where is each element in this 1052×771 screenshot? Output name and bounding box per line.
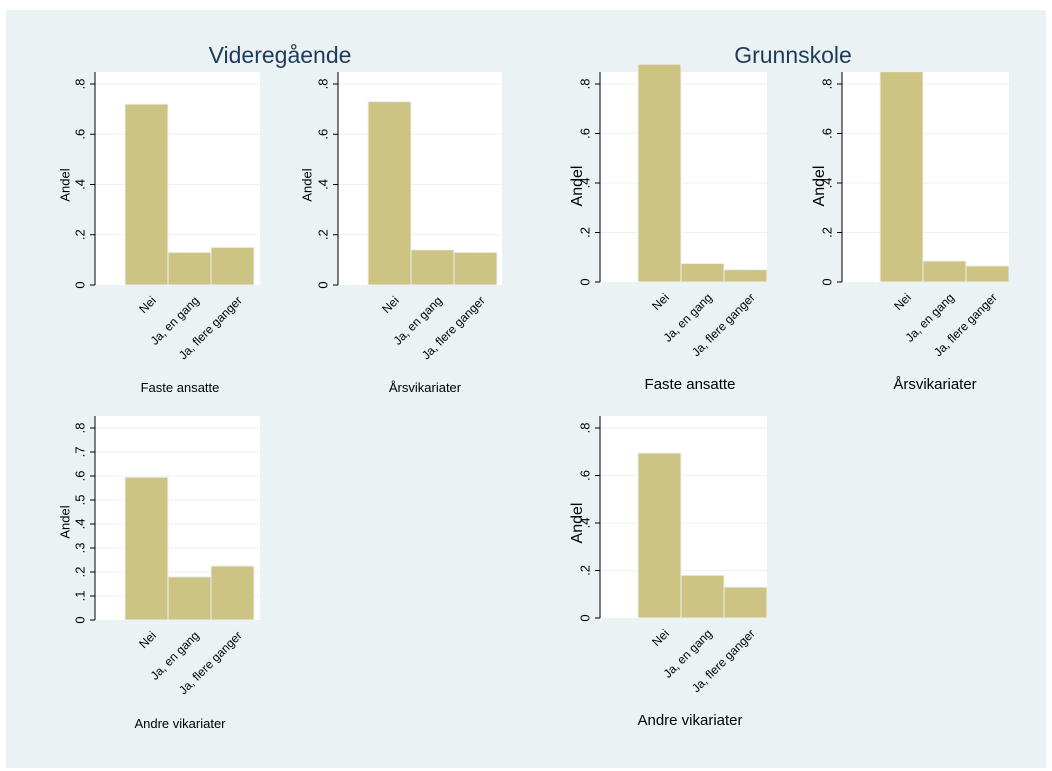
y-tick-label: .8 <box>819 79 834 90</box>
bar <box>680 574 725 619</box>
y-axis-label: Andel <box>57 168 72 201</box>
bar <box>410 249 455 286</box>
y-tick-label: .8 <box>72 423 87 434</box>
y-tick-label: .6 <box>315 129 330 140</box>
y-tick-label: .6 <box>577 128 592 139</box>
y-tick-label: .8 <box>315 79 330 90</box>
y-tick-label: .5 <box>72 495 87 506</box>
y-tick-label: .6 <box>577 470 592 481</box>
y-tick-label: .6 <box>72 471 87 482</box>
bar <box>210 565 255 621</box>
y-axis-label: Andel <box>811 166 828 207</box>
plot-area <box>600 72 767 282</box>
y-tick-label: 0 <box>577 278 592 285</box>
y-tick-label: .4 <box>72 179 87 190</box>
y-tick-label: .2 <box>72 229 87 240</box>
x-axis-label: Årsvikariater <box>389 380 462 395</box>
x-axis-label: Årsvikariater <box>893 376 976 393</box>
y-tick-label: .2 <box>72 567 87 578</box>
category-label: Nei <box>891 290 914 313</box>
bar <box>965 265 1010 283</box>
bar <box>723 586 768 619</box>
y-tick-label: .2 <box>577 565 592 576</box>
y-tick-label: .4 <box>577 518 592 529</box>
group-title-videregaende: Videregående <box>208 42 352 68</box>
y-tick-label: .1 <box>72 591 87 602</box>
category-label: Nei <box>136 293 159 316</box>
bar <box>879 71 924 283</box>
y-tick-label: 0 <box>315 281 330 288</box>
category-label: Nei <box>136 628 159 651</box>
bar <box>453 251 498 286</box>
y-tick-label: .2 <box>577 227 592 238</box>
y-tick-label: .6 <box>72 129 87 140</box>
bar <box>124 476 169 621</box>
x-axis-label: Faste ansatte <box>645 376 736 393</box>
y-axis-label: Andel <box>569 503 586 544</box>
y-tick-label: .8 <box>577 79 592 90</box>
plot-area <box>842 72 1009 282</box>
y-tick-label: .4 <box>577 178 592 189</box>
y-tick-label: 0 <box>819 278 834 285</box>
y-tick-label: .8 <box>577 423 592 434</box>
y-axis-label: Andel <box>569 166 586 207</box>
y-tick-label: .2 <box>819 227 834 238</box>
y-tick-label: 0 <box>72 281 87 288</box>
y-tick-label: 0 <box>72 616 87 623</box>
y-tick-label: .6 <box>819 128 834 139</box>
category-label: Nei <box>649 290 672 313</box>
bar <box>922 260 967 283</box>
bar <box>637 452 682 619</box>
bar <box>167 251 212 286</box>
x-axis-label: Faste ansatte <box>141 380 220 395</box>
bar <box>167 576 212 621</box>
y-tick-label: .8 <box>72 79 87 90</box>
y-tick-label: .4 <box>72 519 87 530</box>
y-tick-label: .7 <box>72 447 87 458</box>
y-tick-label: .3 <box>72 543 87 554</box>
y-axis-label: Andel <box>299 168 314 201</box>
y-tick-label: .4 <box>819 178 834 189</box>
y-tick-label: 0 <box>577 614 592 621</box>
x-axis-label: Andre vikariater <box>637 712 742 729</box>
y-tick-label: .2 <box>315 229 330 240</box>
y-axis-label: Andel <box>57 505 72 538</box>
bar <box>210 246 255 286</box>
bar <box>680 262 725 283</box>
y-tick-label: .4 <box>315 179 330 190</box>
bar <box>637 63 682 283</box>
group-title-grunnskole: Grunnskole <box>734 42 852 68</box>
bar <box>124 103 169 286</box>
category-label: Nei <box>379 293 402 316</box>
bar <box>367 101 412 286</box>
category-label: Nei <box>649 626 672 649</box>
bar <box>723 269 768 283</box>
x-axis-label: Andre vikariater <box>134 716 226 731</box>
